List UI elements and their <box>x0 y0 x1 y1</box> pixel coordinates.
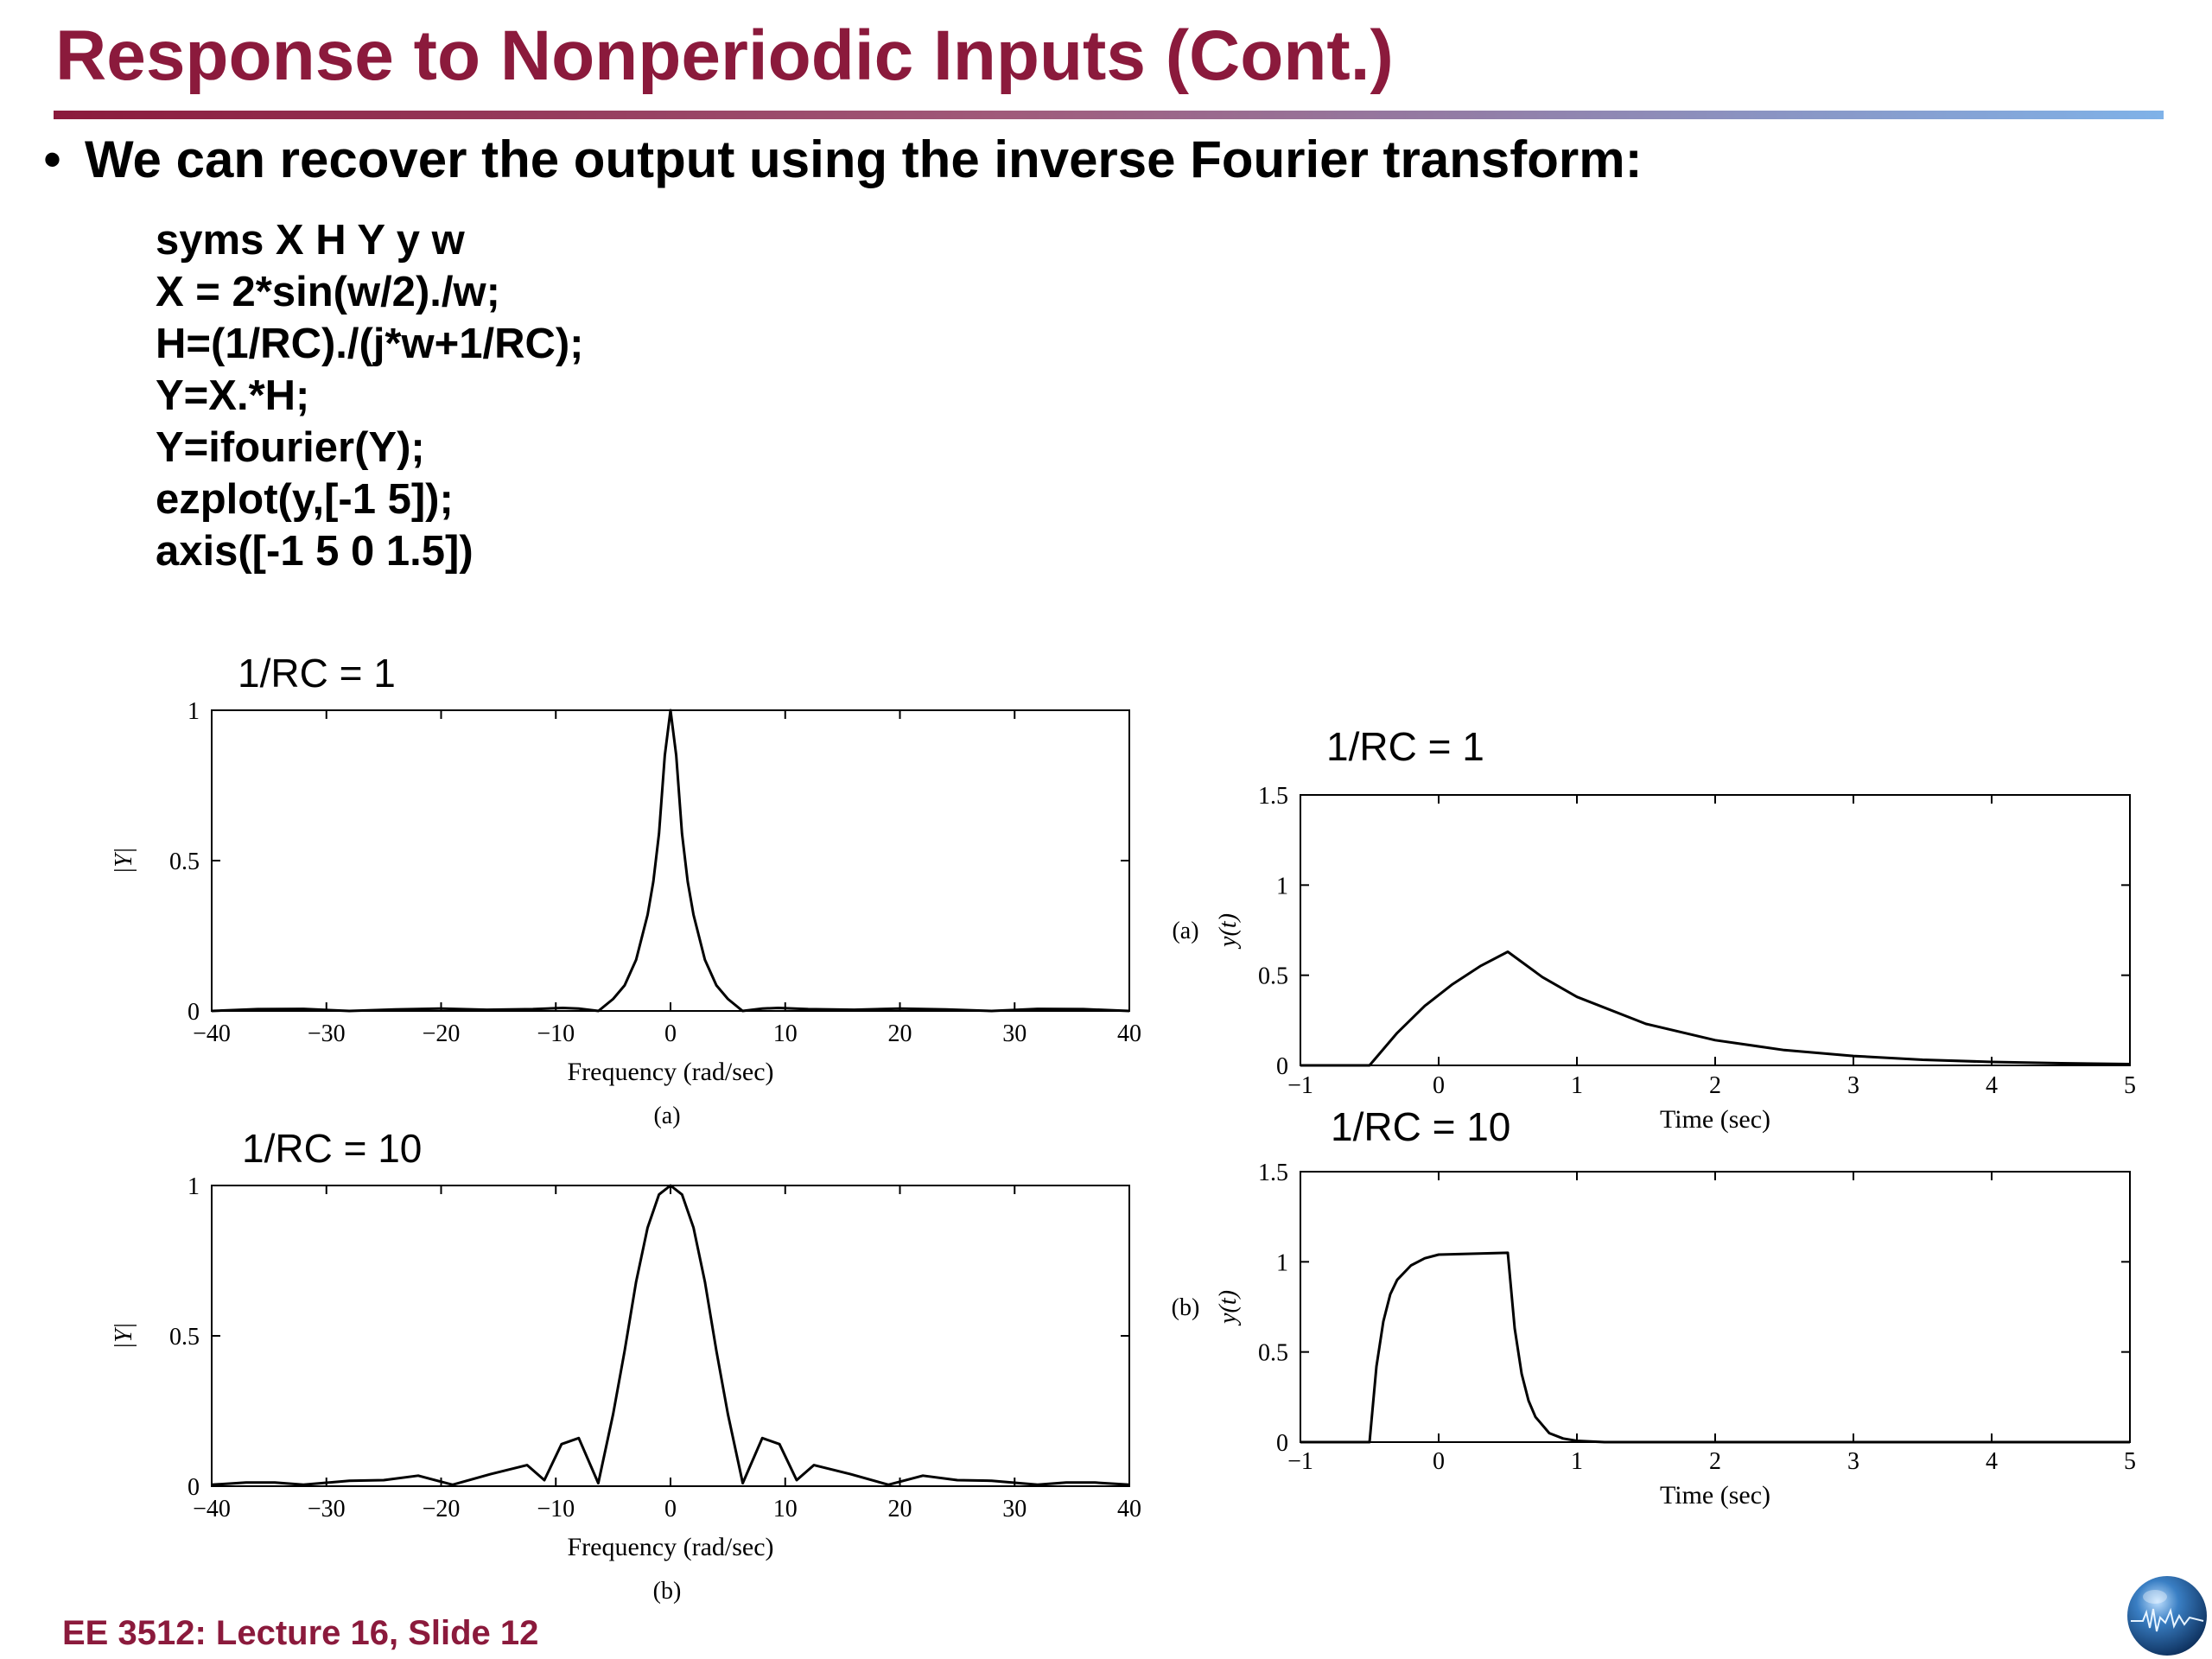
x-tick-label: −1 <box>1287 1072 1313 1099</box>
globe-logo-icon <box>2127 1576 2207 1656</box>
y-tick-label: 0.5 <box>169 849 200 875</box>
x-tick-label: 1 <box>1571 1448 1583 1475</box>
code-line: H=(1/RC)./(j*w+1/RC); <box>156 321 584 367</box>
y-tick-label: 0.5 <box>169 1324 200 1351</box>
code-line: ezplot(y,[-1 5]); <box>156 476 454 523</box>
code-line: X = 2*sin(w/2)./w; <box>156 269 500 315</box>
x-tick-label: 5 <box>2124 1072 2136 1099</box>
panel-label: (a) <box>1172 918 1198 944</box>
slide-title: Response to Nonperiodic Inputs (Cont.) <box>55 16 1394 95</box>
chart-heading: 1/RC = 10 <box>242 1126 422 1171</box>
x-tick-label: 10 <box>773 1020 798 1047</box>
x-axis-label: Frequency (rad/sec) <box>567 1058 773 1086</box>
x-tick-label: 30 <box>1002 1020 1027 1047</box>
x-tick-label: 3 <box>1847 1448 1859 1475</box>
x-tick-label: 4 <box>1986 1448 1998 1475</box>
x-tick-label: 3 <box>1847 1072 1859 1099</box>
y-tick-label: 1.5 <box>1258 783 1288 810</box>
x-tick-label: 2 <box>1709 1448 1721 1475</box>
y-tick-label: 1 <box>1276 873 1288 899</box>
x-axis-label: Time (sec) <box>1660 1105 1770 1134</box>
y-tick-label: 0 <box>1276 1053 1288 1080</box>
bullet-point: • We can recover the output using the inv… <box>43 130 1643 189</box>
y-axis-label: |Y| <box>111 848 137 874</box>
x-tick-label: 20 <box>888 1496 912 1522</box>
footer-slide-number: EE 3512: Lecture 16, Slide 12 <box>62 1614 539 1652</box>
plot-frame <box>1300 794 2131 1066</box>
plot-frame <box>211 1185 1130 1487</box>
series-line <box>211 1184 1130 1486</box>
code-line: Y=X.*H; <box>156 372 310 419</box>
x-tick-label: 30 <box>1002 1496 1027 1522</box>
x-tick-label: −1 <box>1287 1448 1313 1475</box>
title-underline <box>54 111 2164 119</box>
y-tick-label: 1.5 <box>1258 1160 1288 1186</box>
y-tick-label: 0 <box>188 1474 200 1501</box>
x-tick-label: −30 <box>308 1020 346 1047</box>
plot-frame <box>211 709 1130 1012</box>
x-axis-label: Frequency (rad/sec) <box>567 1533 773 1561</box>
x-tick-label: 40 <box>1117 1496 1141 1522</box>
code-line: Y=ifourier(Y); <box>156 424 425 471</box>
code-line: axis([-1 5 0 1.5]) <box>156 528 474 575</box>
chart-heading: 1/RC = 10 <box>1331 1104 1510 1149</box>
y-tick-label: 0.5 <box>1258 963 1288 990</box>
x-tick-label: −40 <box>193 1020 231 1047</box>
x-tick-label: 0 <box>664 1496 677 1522</box>
y-tick-label: 1 <box>188 698 200 725</box>
y-tick-label: 1 <box>1276 1249 1288 1276</box>
x-tick-label: 1 <box>1571 1072 1583 1099</box>
x-tick-label: −30 <box>308 1496 346 1522</box>
y-tick-label: 1 <box>188 1173 200 1200</box>
x-tick-label: −10 <box>537 1496 575 1522</box>
x-tick-label: 10 <box>773 1496 798 1522</box>
y-tick-label: 0.5 <box>1258 1340 1288 1367</box>
x-tick-label: −40 <box>193 1496 231 1522</box>
x-tick-label: 0 <box>664 1020 677 1047</box>
series-line <box>211 709 1130 1013</box>
series-line <box>1300 950 2131 1067</box>
x-tick-label: −10 <box>537 1020 575 1047</box>
y-tick-label: 0 <box>1276 1430 1288 1457</box>
x-tick-label: 2 <box>1709 1072 1721 1099</box>
chart-heading: 1/RC = 1 <box>238 651 396 696</box>
x-tick-label: 40 <box>1117 1020 1141 1047</box>
panel-label: (b) <box>653 1578 682 1605</box>
y-axis-label: y(t) <box>1215 1290 1242 1326</box>
panel-label: (b) <box>1172 1294 1200 1321</box>
code-block: syms X H Y y w X = 2*sin(w/2)./w; H=(1/R… <box>156 214 584 577</box>
x-tick-label: 4 <box>1986 1072 1998 1099</box>
y-axis-label: |Y| <box>111 1323 137 1350</box>
panel-label: (a) <box>653 1103 680 1129</box>
x-tick-label: −20 <box>423 1496 461 1522</box>
plot-frame <box>1300 1171 2131 1443</box>
x-tick-label: 5 <box>2124 1448 2136 1475</box>
series-line <box>1300 1251 2130 1444</box>
code-line: syms X H Y y w <box>156 217 465 264</box>
bullet-text: We can recover the output using the inve… <box>85 130 1643 188</box>
x-tick-label: 20 <box>888 1020 912 1047</box>
x-tick-label: 0 <box>1433 1448 1445 1475</box>
x-tick-label: −20 <box>423 1020 461 1047</box>
x-axis-label: Time (sec) <box>1660 1481 1770 1510</box>
chart-heading: 1/RC = 1 <box>1326 724 1484 769</box>
y-tick-label: 0 <box>188 999 200 1026</box>
x-tick-label: 0 <box>1433 1072 1445 1099</box>
y-axis-label: y(t) <box>1215 913 1242 950</box>
bullet-dot-icon: • <box>43 130 62 188</box>
